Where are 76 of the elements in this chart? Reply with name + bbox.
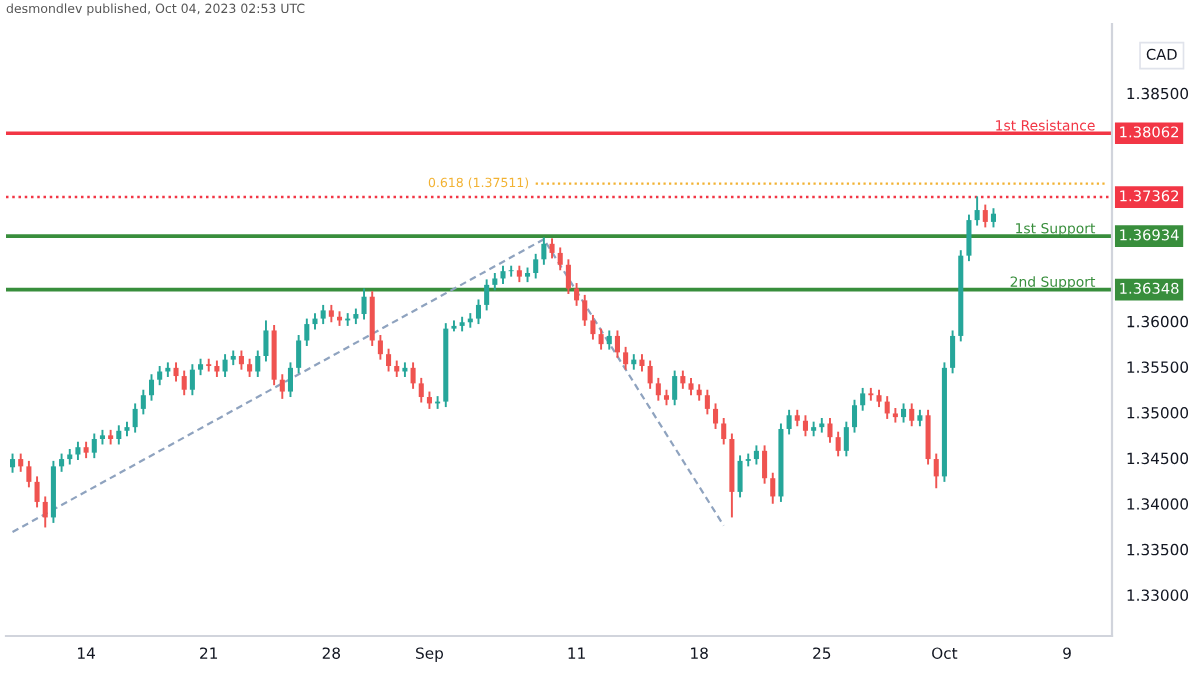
candlestick bbox=[116, 424, 122, 446]
candlestick bbox=[982, 203, 988, 229]
candlestick bbox=[770, 471, 776, 505]
candlestick bbox=[851, 398, 858, 434]
candlestick bbox=[34, 475, 40, 509]
candlestick bbox=[762, 444, 768, 485]
candlestick bbox=[721, 417, 727, 446]
candlestick bbox=[484, 278, 490, 312]
candlestick bbox=[304, 317, 310, 347]
candlestick bbox=[606, 329, 612, 351]
candlestick bbox=[140, 388, 146, 416]
candlestick bbox=[59, 452, 65, 473]
candlestick bbox=[909, 402, 915, 428]
candlestick bbox=[181, 369, 187, 397]
candlestick bbox=[26, 459, 32, 489]
candlestick bbox=[296, 334, 302, 375]
candlestick bbox=[386, 347, 392, 373]
candlestick bbox=[753, 444, 759, 466]
candlestick bbox=[173, 361, 179, 383]
candlestick bbox=[157, 365, 163, 387]
candlestick bbox=[835, 430, 841, 458]
candlestick bbox=[533, 252, 539, 280]
candlestick bbox=[132, 402, 138, 434]
candlestick bbox=[557, 246, 563, 272]
candlestick bbox=[263, 319, 269, 363]
candlestick bbox=[91, 432, 97, 460]
candlestick bbox=[287, 361, 293, 399]
candlestick bbox=[680, 369, 686, 390]
candlestick bbox=[598, 327, 604, 351]
candlestick bbox=[860, 386, 866, 412]
candlestick bbox=[925, 408, 931, 466]
candlestick bbox=[361, 287, 367, 321]
candlestick bbox=[18, 452, 24, 473]
candlestick bbox=[713, 402, 719, 430]
candlestick bbox=[238, 349, 244, 371]
candlestick bbox=[623, 345, 629, 371]
candlestick bbox=[10, 452, 16, 474]
candlestick bbox=[500, 264, 506, 285]
candlestick bbox=[614, 329, 620, 359]
candlestick bbox=[990, 207, 996, 229]
candlestick bbox=[549, 237, 555, 260]
candlestick bbox=[843, 420, 849, 458]
candlestick bbox=[884, 395, 890, 420]
candlestick bbox=[418, 376, 424, 404]
candlestick bbox=[786, 408, 792, 436]
candlestick bbox=[802, 414, 808, 438]
candlestick bbox=[950, 329, 956, 375]
candlestick bbox=[42, 495, 48, 529]
candlestick bbox=[655, 376, 661, 402]
candlestick bbox=[410, 361, 416, 390]
candlestick bbox=[189, 363, 195, 397]
candlestick bbox=[966, 213, 972, 263]
candlestick bbox=[647, 359, 653, 390]
candlestick bbox=[737, 454, 743, 499]
candlestick bbox=[565, 258, 571, 295]
candlestick bbox=[974, 195, 980, 227]
candlestick bbox=[369, 290, 375, 347]
candlestick bbox=[320, 303, 326, 326]
candlestick bbox=[475, 298, 482, 326]
candlestick bbox=[827, 417, 833, 444]
candlestick bbox=[222, 353, 228, 378]
candlestick bbox=[704, 388, 710, 416]
candlestick bbox=[672, 369, 678, 407]
candlestick bbox=[574, 282, 580, 307]
candlestick bbox=[75, 440, 81, 461]
candlestick bbox=[508, 264, 514, 278]
candlestick bbox=[901, 402, 907, 424]
candlestick bbox=[148, 373, 155, 402]
candlestick bbox=[590, 313, 596, 341]
candlestick bbox=[377, 334, 383, 361]
candlestick bbox=[541, 236, 547, 266]
candlestick bbox=[933, 452, 939, 490]
candlestick bbox=[247, 357, 253, 378]
candlestick bbox=[582, 293, 588, 327]
candlestick bbox=[279, 373, 285, 400]
candlestick bbox=[255, 349, 261, 378]
